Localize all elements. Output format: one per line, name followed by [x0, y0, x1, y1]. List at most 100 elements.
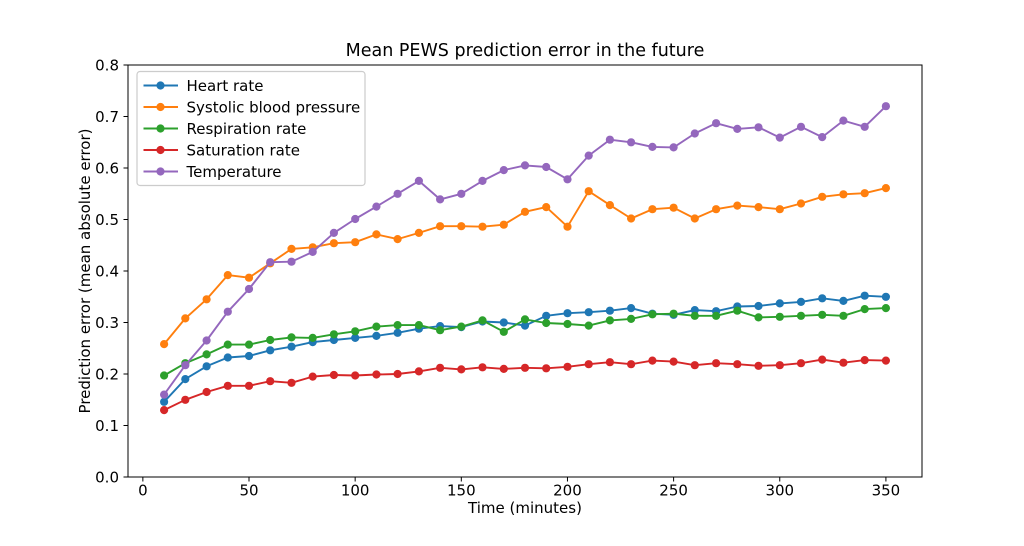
data-point-heart-rate	[244, 351, 254, 361]
data-point-heart-rate	[881, 292, 891, 301]
data-point-saturation-rate	[244, 381, 254, 390]
x-tick-label: 200	[553, 482, 582, 500]
data-point-temperature	[818, 133, 827, 142]
data-point-heart-rate	[584, 308, 593, 317]
data-point-heart-rate	[520, 321, 530, 330]
data-point-heart-rate	[542, 311, 551, 320]
data-point-saturation-rate	[160, 406, 169, 415]
data-point-systolic-blood-pressure	[351, 238, 360, 247]
data-point-temperature	[690, 129, 699, 138]
data-point-temperature	[457, 189, 466, 198]
y-tick-label: 0.5	[95, 211, 119, 229]
data-point-systolic-blood-pressure	[160, 340, 169, 349]
chart-title: Mean PEWS prediction error in the future	[346, 41, 705, 61]
data-point-heart-rate	[775, 299, 784, 308]
data-point-respiration-rate	[520, 315, 530, 324]
data-point-respiration-rate	[648, 310, 657, 319]
data-point-temperature	[881, 102, 891, 111]
data-point-saturation-rate	[478, 363, 487, 372]
data-point-respiration-rate	[712, 311, 721, 320]
data-point-temperature	[181, 361, 190, 370]
data-point-temperature	[712, 119, 721, 128]
data-point-heart-rate	[499, 318, 508, 327]
data-point-respiration-rate	[499, 327, 508, 336]
x-tick-label: 350	[872, 482, 901, 500]
data-point-saturation-rate	[457, 365, 466, 374]
data-point-systolic-blood-pressure	[796, 199, 806, 208]
data-point-respiration-rate	[775, 312, 784, 321]
data-point-temperature	[648, 142, 657, 151]
legend-box	[136, 70, 366, 187]
data-point-temperature	[202, 336, 211, 345]
plot-area: 0 50 100 150 200 250 300 350 0.0 0.1 0.2 0.3 0.4 0.5 0…	[95, 57, 923, 500]
data-point-temperature	[733, 124, 742, 133]
legend-marker-heart-rate	[156, 81, 165, 90]
legend-label-heart-rate: Heart rate	[187, 77, 264, 95]
data-point-saturation-rate	[584, 360, 593, 369]
x-tick-label: 150	[447, 482, 476, 500]
data-point-systolic-blood-pressure	[627, 214, 636, 223]
data-point-respiration-rate	[329, 330, 338, 339]
data-point-systolic-blood-pressure	[690, 214, 699, 223]
legend-label-respiration-rate: Respiration rate	[187, 120, 307, 138]
data-point-systolic-blood-pressure	[181, 314, 190, 323]
data-point-temperature	[584, 151, 593, 160]
data-point-saturation-rate	[372, 370, 381, 379]
data-point-heart-rate	[796, 297, 806, 306]
data-point-saturation-rate	[775, 361, 784, 370]
data-point-systolic-blood-pressure	[775, 205, 784, 214]
data-point-respiration-rate	[796, 311, 806, 320]
y-tick-label: 0.1	[95, 417, 119, 435]
data-point-respiration-rate	[223, 340, 232, 349]
data-point-respiration-rate	[202, 350, 211, 359]
data-point-systolic-blood-pressure	[414, 228, 423, 237]
data-point-heart-rate	[627, 304, 636, 313]
data-point-heart-rate	[287, 342, 296, 351]
data-point-systolic-blood-pressure	[499, 220, 508, 229]
y-tick-label: 0.6	[95, 160, 119, 178]
data-point-temperature	[436, 195, 445, 204]
data-point-temperature	[754, 123, 763, 132]
data-point-systolic-blood-pressure	[393, 235, 402, 244]
data-point-temperature	[563, 175, 572, 184]
data-point-respiration-rate	[372, 322, 381, 331]
data-point-saturation-rate	[818, 355, 827, 364]
data-point-systolic-blood-pressure	[287, 244, 296, 253]
data-point-systolic-blood-pressure	[648, 205, 657, 214]
data-point-temperature	[287, 257, 296, 266]
data-point-respiration-rate	[266, 335, 275, 345]
legend-label-temperature: Temperature	[186, 163, 282, 181]
data-point-systolic-blood-pressure	[563, 222, 572, 231]
data-point-saturation-rate	[690, 361, 699, 370]
data-point-respiration-rate	[669, 309, 678, 318]
data-point-temperature	[478, 176, 487, 185]
data-point-temperature	[244, 284, 254, 294]
data-point-saturation-rate	[627, 360, 636, 369]
data-point-respiration-rate	[244, 340, 254, 349]
data-point-heart-rate	[605, 306, 615, 315]
data-point-respiration-rate	[287, 333, 296, 342]
data-point-temperature	[372, 202, 381, 211]
data-point-systolic-blood-pressure	[372, 230, 381, 239]
data-point-saturation-rate	[712, 359, 721, 368]
data-point-saturation-rate	[860, 356, 869, 365]
data-point-respiration-rate	[308, 333, 317, 342]
legend-marker-systolic-blood-pressure	[156, 102, 165, 112]
data-point-saturation-rate	[520, 363, 530, 372]
data-point-respiration-rate	[733, 306, 742, 315]
data-point-heart-rate	[351, 333, 360, 342]
data-point-saturation-rate	[499, 364, 508, 373]
data-point-saturation-rate	[733, 360, 742, 369]
data-point-heart-rate	[202, 362, 211, 371]
data-point-saturation-rate	[754, 361, 763, 370]
data-point-saturation-rate	[181, 395, 190, 404]
data-point-respiration-rate	[754, 313, 763, 322]
data-point-systolic-blood-pressure	[669, 203, 678, 212]
data-point-respiration-rate	[839, 311, 848, 320]
legend-marker-respiration-rate	[156, 124, 165, 133]
x-tick-label: 50	[239, 482, 258, 500]
data-point-saturation-rate	[605, 358, 615, 367]
data-point-temperature	[160, 390, 169, 399]
legend-marker-saturation-rate	[156, 145, 165, 155]
